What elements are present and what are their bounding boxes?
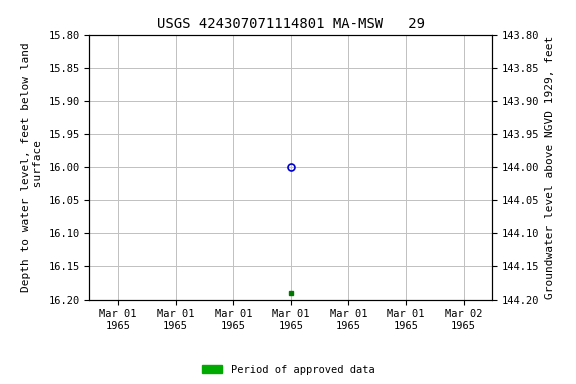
Legend: Period of approved data: Period of approved data [198,361,378,379]
Title: USGS 424307071114801 MA-MSW   29: USGS 424307071114801 MA-MSW 29 [157,17,425,31]
Y-axis label: Groundwater level above NGVD 1929, feet: Groundwater level above NGVD 1929, feet [545,35,555,299]
Y-axis label: Depth to water level, feet below land
 surface: Depth to water level, feet below land su… [21,42,43,292]
